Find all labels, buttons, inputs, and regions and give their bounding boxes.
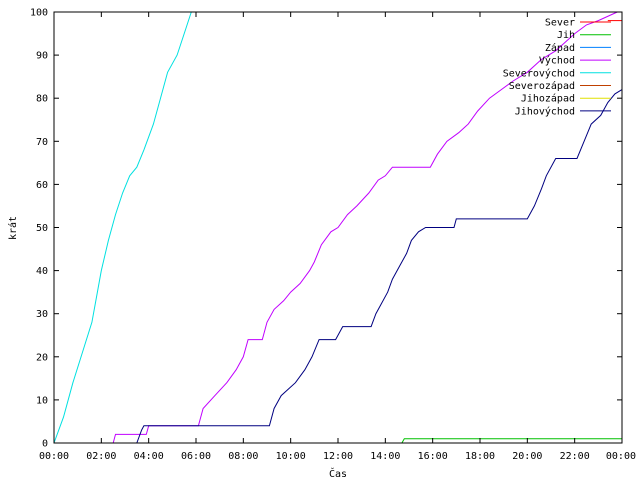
legend-label: Severozápad: [509, 80, 575, 92]
legend-label: Sever: [545, 18, 575, 29]
x-tick-label: 00:00: [39, 451, 69, 462]
y-tick-label: 80: [36, 94, 48, 105]
legend: SeverJihZápadVýchodSeverovýchodSeverozáp…: [503, 18, 611, 117]
series-line: [53, 11, 192, 444]
x-tick-label: 08:00: [228, 451, 258, 462]
y-tick-label: 20: [36, 352, 48, 363]
legend-label: Jihovýchod: [515, 105, 575, 117]
legend-label: Západ: [545, 42, 575, 54]
y-tick-label: 10: [36, 395, 48, 406]
y-tick-label: 40: [36, 266, 48, 277]
x-tick-label: 18:00: [465, 451, 495, 462]
legend-label: Východ: [539, 55, 575, 67]
series-line: [54, 11, 618, 444]
x-tick-label: 02:00: [86, 451, 116, 462]
y-tick-label: 0: [42, 439, 48, 450]
x-tick-label: 16:00: [418, 451, 448, 462]
y-tick-label: 90: [36, 51, 48, 62]
legend-label: Severovýchod: [503, 67, 575, 79]
legend-label: Jihozápad: [521, 93, 575, 105]
y-axis-label: krát: [7, 216, 19, 240]
x-tick-label: 22:00: [560, 451, 590, 462]
y-tick-label: 50: [36, 223, 48, 234]
x-tick-label: 14:00: [370, 451, 400, 462]
series-line: [54, 89, 623, 444]
y-tick-label: 30: [36, 309, 48, 320]
y-tick-label: 60: [36, 180, 48, 191]
x-tick-label: 06:00: [181, 451, 211, 462]
y-tick-label: 100: [30, 8, 48, 19]
x-axis-label: Čas: [329, 467, 347, 480]
legend-label: Jih: [557, 30, 575, 41]
axis-ticks: 0 10 20 30 40 50 60 70 80 90 100 00:00 02:00 04:00 06:…: [30, 8, 636, 463]
x-tick-label: 00:00: [606, 451, 636, 462]
x-tick-label: 12:00: [323, 451, 353, 462]
x-tick-label: 04:00: [134, 451, 164, 462]
x-tick-label: 10:00: [276, 451, 306, 462]
y-tick-label: 70: [36, 137, 48, 148]
x-tick-label: 20:00: [512, 451, 542, 462]
